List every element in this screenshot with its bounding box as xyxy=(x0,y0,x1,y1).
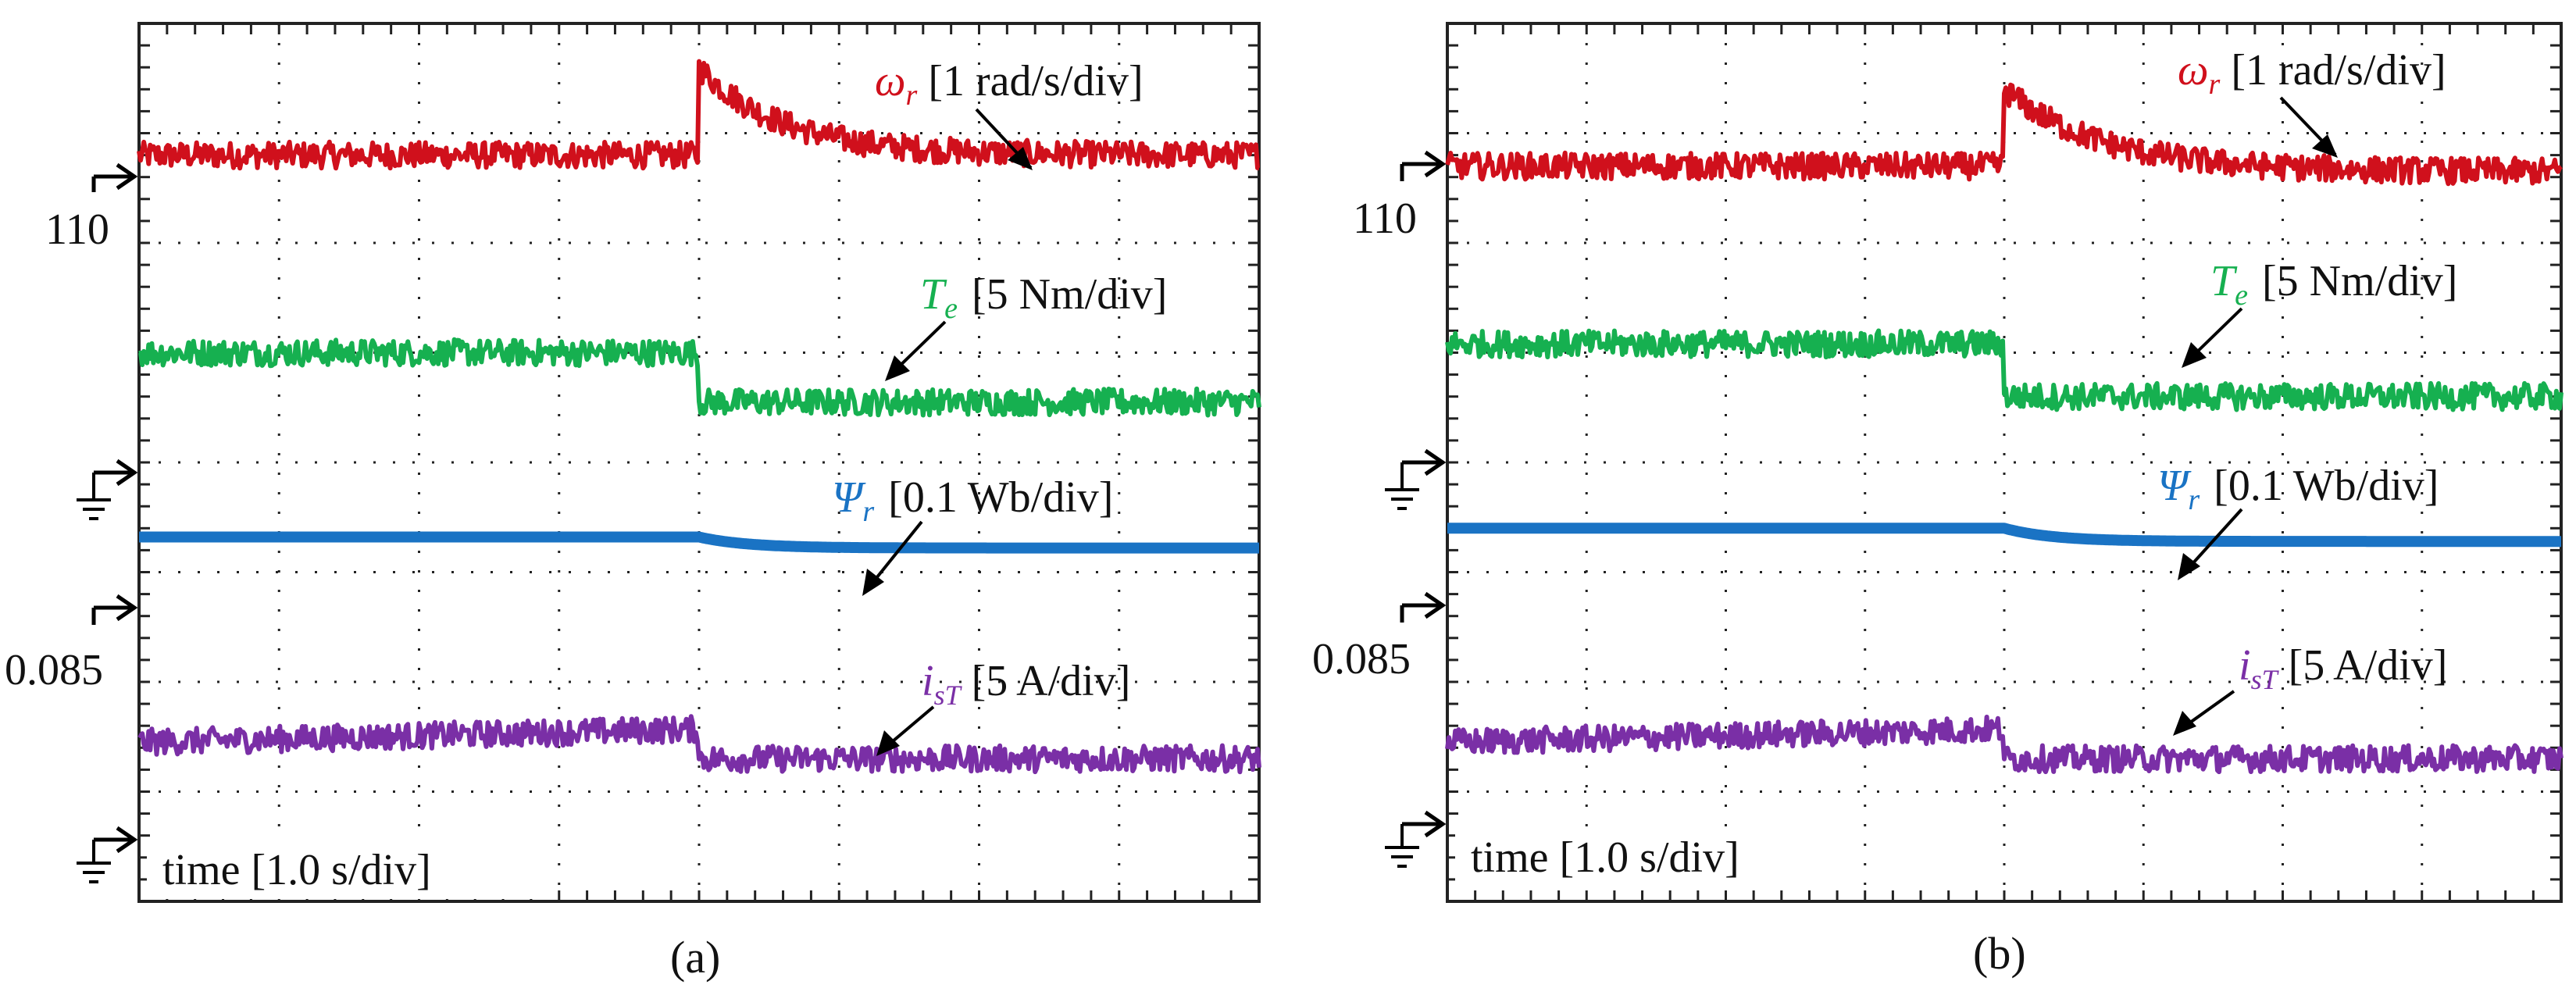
speed-trace-label: ωr [1 rad/s/div] xyxy=(2178,46,2446,101)
torque-arrowhead xyxy=(2182,342,2207,368)
flux-scale: [0.1 Wb/div] xyxy=(888,473,1113,522)
torque-scale: [5 Nm/div] xyxy=(972,270,1167,319)
current-arrowhead xyxy=(2173,711,2196,736)
flux-subscript: r xyxy=(2188,483,2200,516)
current-scale: [5 A/div] xyxy=(972,657,1131,705)
current-scale: [5 A/div] xyxy=(2289,641,2448,690)
speed-scale: [1 rad/s/div] xyxy=(2231,46,2446,95)
ground-marker-2 xyxy=(1385,810,1447,868)
flux-symbol: Ψ xyxy=(2157,462,2192,510)
flux-reference-marker xyxy=(91,594,138,625)
torque-subscript: e xyxy=(944,292,958,325)
flux-subscript: r xyxy=(862,495,874,528)
traces xyxy=(1443,82,2565,775)
speed-arrowhead xyxy=(1008,147,1033,170)
torque-arrowhead xyxy=(885,355,910,381)
current-trace xyxy=(1445,715,2564,775)
flux-trace xyxy=(1443,523,2565,548)
ground-marker-1 xyxy=(1385,448,1447,510)
speed-trace-label: ωr [1 rad/s/div] xyxy=(875,57,1144,112)
speed-subscript: r xyxy=(2209,68,2221,101)
speed-reference-label: 110 xyxy=(45,205,109,254)
torque-subscript: e xyxy=(2235,279,2248,312)
current-trace xyxy=(137,714,1261,775)
time-label-bg xyxy=(1455,828,1842,887)
flux-trace xyxy=(135,531,1263,554)
torque-trace-label: Te [5 Nm/div] xyxy=(920,270,1167,325)
current-trace-label: isT [5 A/div] xyxy=(922,657,1130,711)
flux-reference-label: 0.085 xyxy=(5,646,103,694)
flux-reference-marker xyxy=(1400,591,1447,623)
torque-symbol: T xyxy=(920,270,947,319)
speed-symbol: ω xyxy=(875,57,906,105)
speed-subscript: r xyxy=(906,79,918,112)
torque-trace-label: Te [5 Nm/div] xyxy=(2210,257,2457,312)
speed-reference-marker xyxy=(91,162,138,192)
flux-reference-label: 0.085 xyxy=(1312,635,1411,683)
current-subscript: sT xyxy=(2251,664,2280,695)
ground-marker-2 xyxy=(77,826,138,883)
flux-trace-label: Ψr [0.1 Wb/div] xyxy=(2157,462,2439,516)
time-scale-label: time [1.0 s/div] xyxy=(1471,833,1739,882)
torque-symbol: T xyxy=(2210,257,2238,305)
traces xyxy=(135,59,1263,775)
speed-scale: [1 rad/s/div] xyxy=(928,57,1143,105)
time-label-bg xyxy=(147,840,533,899)
speed-arrowhead xyxy=(2312,134,2338,158)
flux-trace-label: Ψr [0.1 Wb/div] xyxy=(832,473,1113,528)
panel-a: 110 0.085 ωr [1 rad/s/div] Te [5 Nm/div] Ψ… xyxy=(5,22,1263,983)
flux-scale: [0.1 Wb/div] xyxy=(2214,462,2439,510)
speed-trace xyxy=(1445,82,2563,187)
flux-symbol: Ψ xyxy=(832,473,866,522)
speed-symbol: ω xyxy=(2178,46,2209,95)
panel-caption: (a) xyxy=(670,932,720,983)
torque-trace xyxy=(138,337,1261,418)
current-symbol: i xyxy=(2239,641,2251,690)
current-subscript: sT xyxy=(934,680,963,711)
speed-trace xyxy=(137,59,1260,171)
current-symbol: i xyxy=(922,657,934,705)
torque-trace xyxy=(1445,328,2564,412)
speed-reference-label: 110 xyxy=(1353,194,1417,243)
torque-scale: [5 Nm/div] xyxy=(2262,257,2457,305)
time-scale-label: time [1.0 s/div] xyxy=(162,846,431,894)
grid xyxy=(1446,22,2563,903)
ground-marker-1 xyxy=(77,458,138,520)
flux-arrowhead xyxy=(862,569,884,596)
panel-b: 110 0.085 ωr [1 rad/s/div] Te [5 Nm/div] Ψ… xyxy=(1312,22,2565,979)
current-arrowhead xyxy=(876,730,900,756)
speed-reference-marker xyxy=(1400,150,1447,181)
panel-caption: (b) xyxy=(1973,928,2026,979)
flux-arrowhead xyxy=(2178,553,2200,580)
grid xyxy=(137,22,1261,903)
current-trace-label: isT [5 A/div] xyxy=(2239,641,2447,695)
